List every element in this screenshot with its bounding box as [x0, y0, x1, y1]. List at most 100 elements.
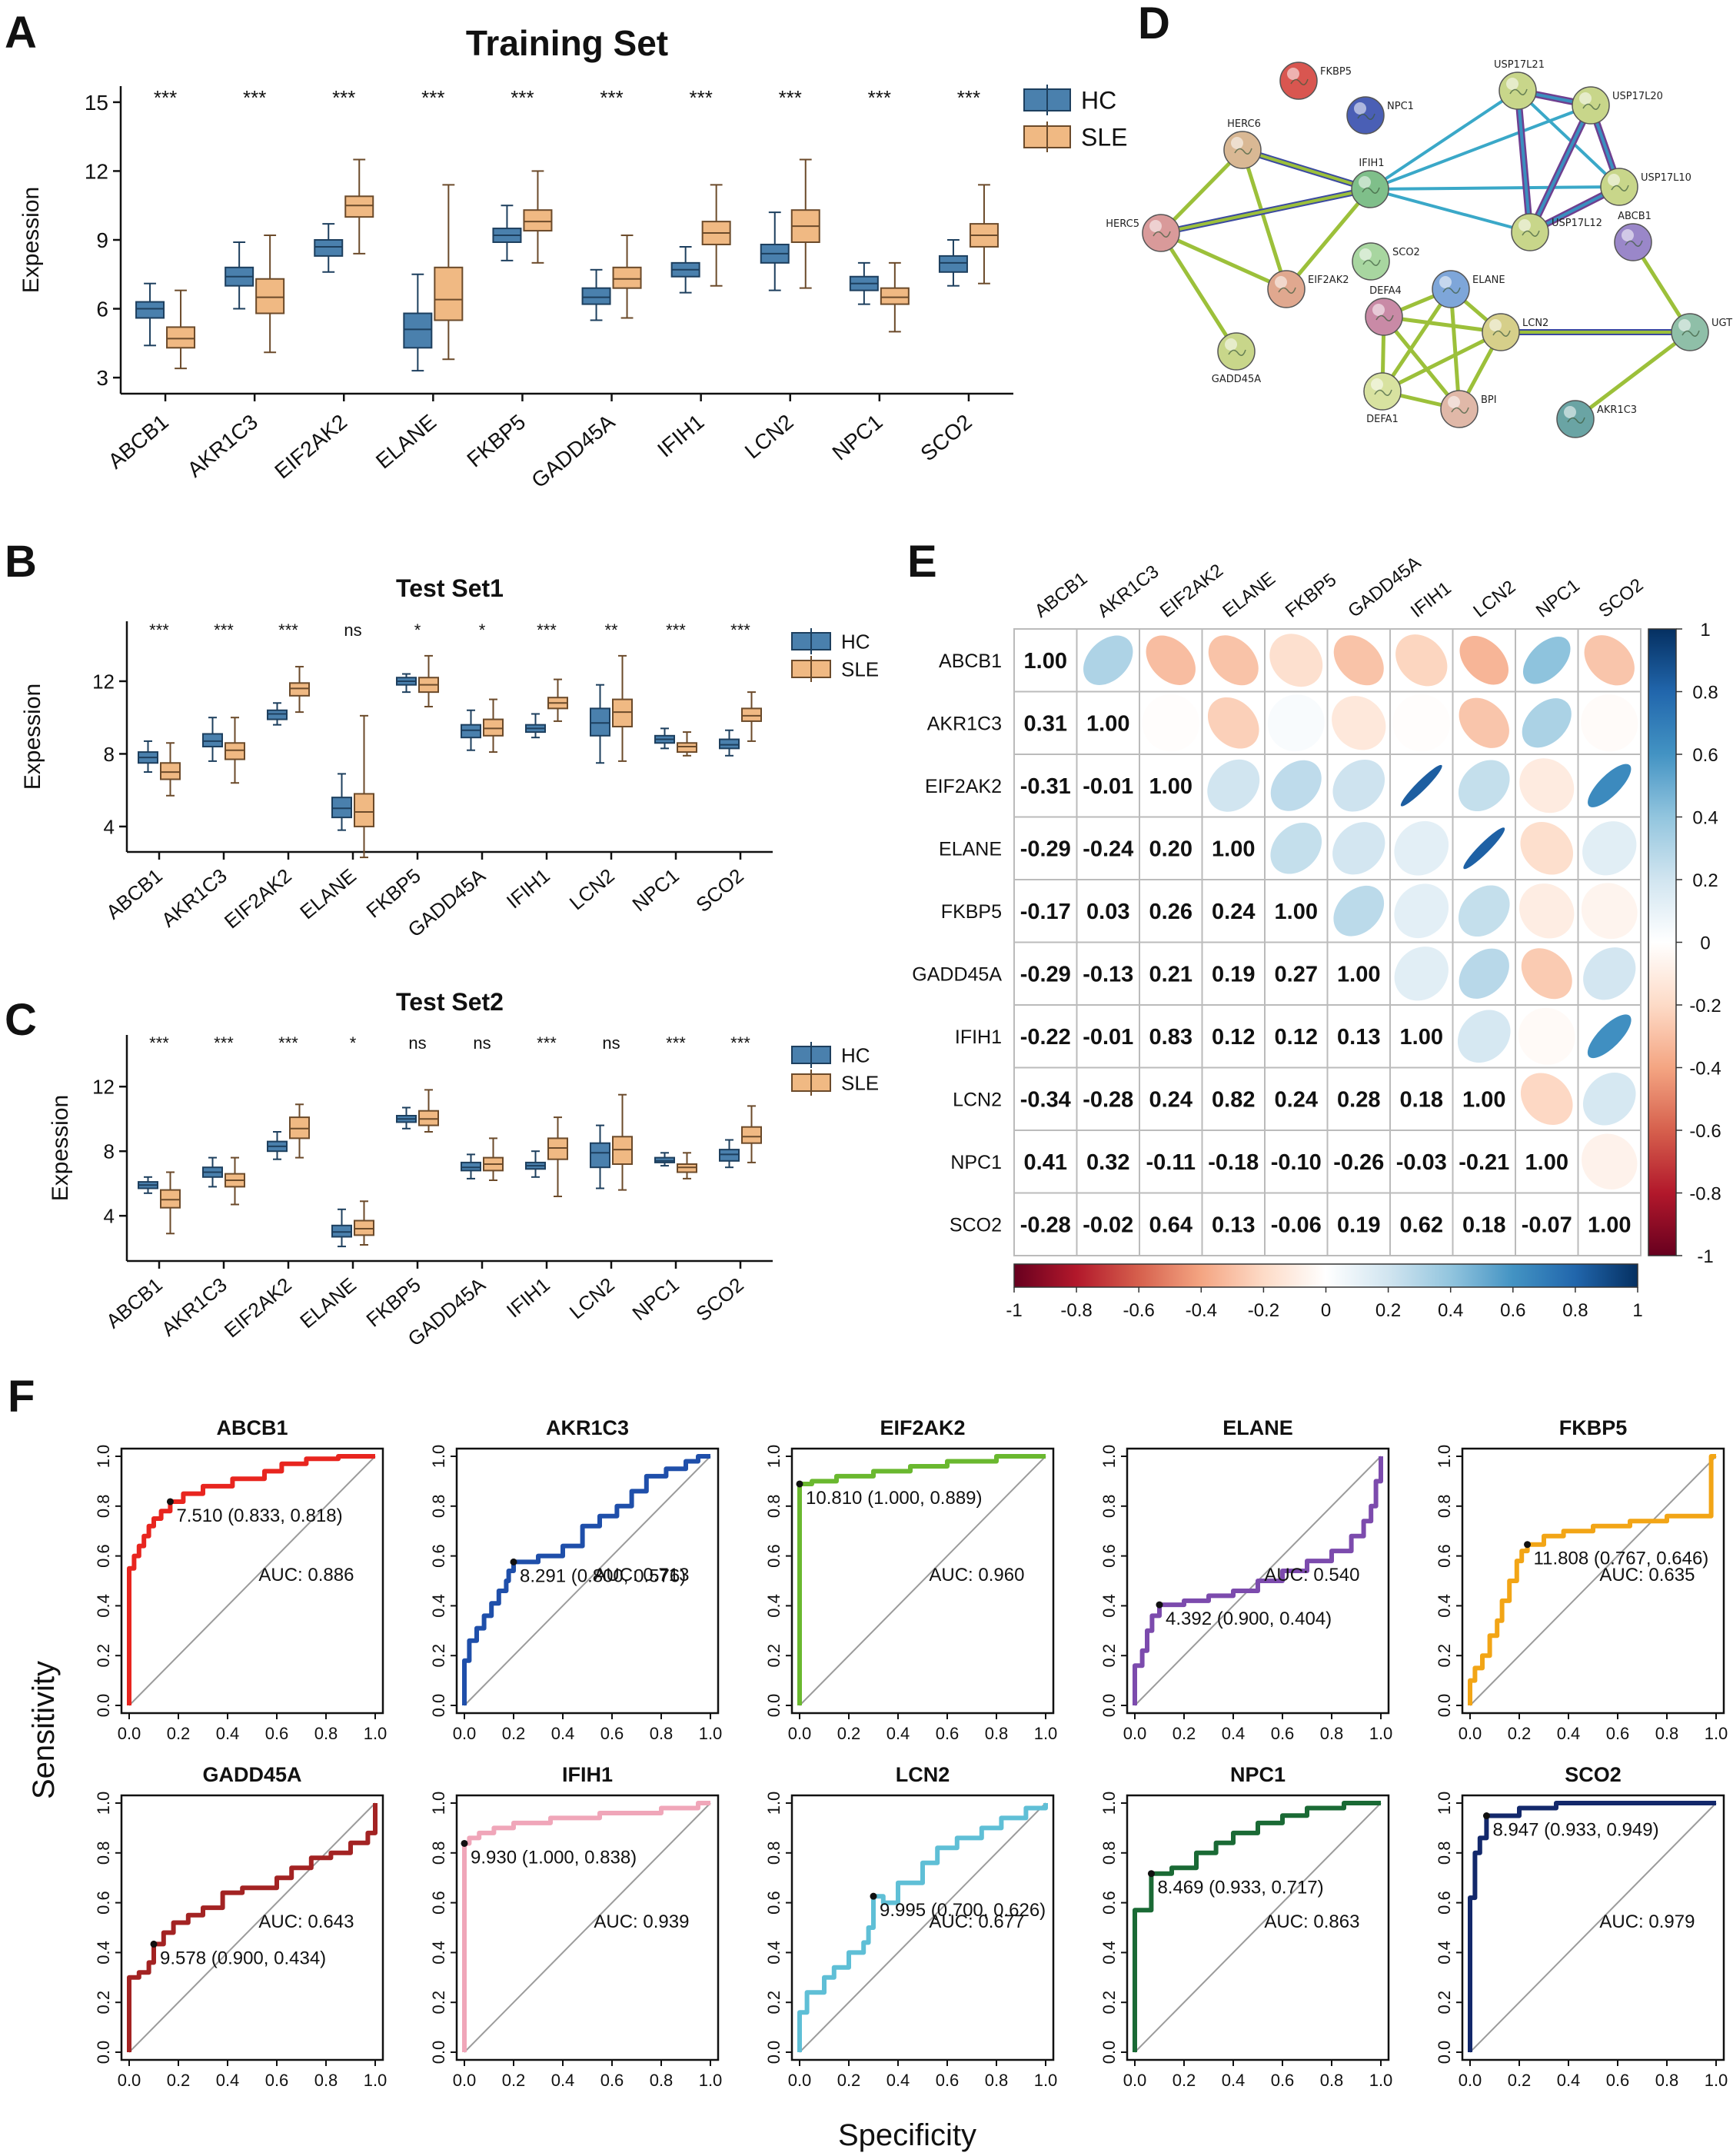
y-tick-label: 1.0 — [1435, 1792, 1454, 1815]
significance-label: * — [350, 1033, 357, 1053]
box-sle — [612, 266, 642, 289]
correlation-ellipse — [1333, 635, 1384, 686]
correlation-ellipse — [1520, 821, 1574, 875]
y-tick-label: 0.4 — [764, 1941, 783, 1965]
x-tick-label: NPC1 — [627, 864, 683, 917]
box-hc — [719, 1149, 740, 1162]
correlation-ellipse — [1519, 758, 1575, 813]
legend-label-hc: HC — [1081, 87, 1116, 115]
correlation-ellipse — [1332, 759, 1385, 812]
x-tick-label: IFIH1 — [502, 1273, 554, 1323]
diagonal-value: 1.00 — [1086, 711, 1129, 736]
correlation-value: -0.13 — [1083, 962, 1133, 987]
correlation-ellipse — [1519, 883, 1575, 939]
column-label: LCN2 — [1469, 577, 1519, 622]
node-structure-glyph — [1451, 407, 1469, 414]
x-tick-label: 1.0 — [1369, 1724, 1393, 1743]
significance-label: *** — [868, 86, 891, 109]
x-tick-label: ELANE — [371, 410, 441, 474]
network-node-label: BPI — [1481, 394, 1497, 406]
correlation-ellipse — [1581, 883, 1638, 940]
node-highlight — [1359, 248, 1372, 261]
panel-letter-b: B — [5, 537, 37, 587]
roc-panel-title: AKR1C3 — [546, 1416, 629, 1439]
row-label: FKBP5 — [941, 901, 1002, 923]
y-tick-label: 8 — [104, 743, 115, 766]
roc-panel-title: SCO2 — [1565, 1763, 1622, 1786]
diagonal-value: 1.00 — [1588, 1213, 1631, 1237]
correlation-ellipse — [1267, 694, 1325, 752]
diagonal-value: 1.00 — [1525, 1150, 1568, 1175]
significance-label: *** — [278, 1033, 298, 1053]
node-structure-glyph — [1278, 287, 1296, 294]
roc-panel-title: FKBP5 — [1559, 1416, 1628, 1439]
x-tick-label: 0.4 — [216, 1724, 240, 1743]
roc-curve — [1133, 1801, 1381, 2052]
network-node-label: USP17L10 — [1641, 172, 1691, 184]
y-tick-label: 0.4 — [94, 1941, 113, 1965]
significance-label: *** — [421, 86, 444, 109]
row-label: SCO2 — [950, 1214, 1002, 1236]
roc-panel-abcb1: ABCB1 0.0 0.0 0.2 0.2 0.4 0.4 0.6 0.6 0.8 0.8 1.0 1.… — [94, 1416, 387, 1743]
correlation-ellipse — [1142, 694, 1200, 752]
y-tick-label: 0.8 — [94, 1495, 113, 1519]
correlation-value: 0.24 — [1275, 1087, 1318, 1112]
y-tick-label: 0.4 — [429, 1594, 448, 1618]
column-label: EIF2AK2 — [1156, 560, 1227, 621]
colorbar-bottom-label: -1 — [1006, 1300, 1022, 1321]
y-tick-label: 0.0 — [1435, 2041, 1454, 2065]
x-tick-label: 0.8 — [985, 1724, 1009, 1743]
correlation-value: -0.17 — [1020, 900, 1071, 924]
roc-curve — [1133, 1456, 1383, 1705]
x-tick-label: 0.2 — [1173, 1724, 1196, 1743]
x-tick-label: 0.4 — [1222, 1724, 1246, 1743]
significance-label: *** — [666, 1033, 686, 1053]
roc-curve — [1468, 1801, 1716, 2052]
correlation-ellipse — [1270, 760, 1322, 811]
roc-x-axis-label: Specificity — [838, 2118, 976, 2152]
node-highlight — [1359, 176, 1371, 188]
chance-diagonal — [1469, 1456, 1717, 1706]
correlation-ellipse — [1458, 885, 1510, 937]
optimal-cutoff-point — [1524, 1541, 1532, 1549]
auc-label: AUC: 0.939 — [594, 1911, 689, 1932]
correlation-value: -0.01 — [1083, 1025, 1133, 1050]
x-tick-label: 0.8 — [985, 2071, 1009, 2090]
colorbar-bottom-label: 0.8 — [1562, 1300, 1588, 1321]
network-edge — [1382, 314, 1503, 334]
correlation-value: 0.41 — [1024, 1150, 1067, 1175]
x-tick-label: 0.6 — [1606, 2071, 1630, 2090]
roc-curve — [1468, 1454, 1716, 1705]
y-tick-label: 0.8 — [1435, 1495, 1454, 1519]
correlation-heatmap: ABCB1ABCB1AKR1C3AKR1C3EIF2AK2EIF2AK2ELAN… — [912, 552, 1721, 1321]
correlation-ellipse — [1463, 827, 1505, 870]
cutoff-label: 4.392 (0.900, 0.404) — [1166, 1609, 1332, 1629]
y-tick-label: 12 — [92, 1076, 115, 1099]
node-structure-glyph — [1509, 88, 1528, 95]
x-tick-label: 0.0 — [1459, 2071, 1482, 2090]
correlation-value: 0.83 — [1149, 1025, 1192, 1050]
y-tick-label: 0.4 — [94, 1594, 113, 1618]
y-tick-label: 0.6 — [764, 1544, 783, 1568]
x-tick-label: 0.2 — [167, 2071, 191, 2090]
node-structure-glyph — [1625, 240, 1643, 247]
box-sle — [880, 287, 910, 305]
x-tick-label: 0.6 — [1606, 1724, 1630, 1743]
significance-label: *** — [278, 621, 298, 640]
auc-label: AUC: 0.960 — [929, 1565, 1024, 1585]
roc-panel-frame — [1126, 1447, 1390, 1715]
network-edge — [1369, 104, 1592, 191]
optimal-cutoff-point — [166, 1498, 174, 1506]
node-structure-glyph — [1362, 259, 1381, 266]
correlation-ellipse — [1083, 635, 1133, 685]
test-set1-boxplot: Test Set14812ExpessionABCB1***AKR1C3***E… — [20, 574, 879, 942]
x-tick-label: 0.8 — [650, 1724, 674, 1743]
x-tick-label: SCO2 — [691, 1273, 748, 1326]
y-tick-label: 0.0 — [764, 1694, 783, 1718]
box-sle — [677, 742, 697, 754]
panel-letter-a: A — [5, 8, 37, 58]
x-tick-label: 0.6 — [1271, 2071, 1295, 2090]
node-highlight — [1371, 378, 1383, 391]
column-label: SCO2 — [1595, 574, 1647, 622]
box-hc — [461, 724, 481, 739]
